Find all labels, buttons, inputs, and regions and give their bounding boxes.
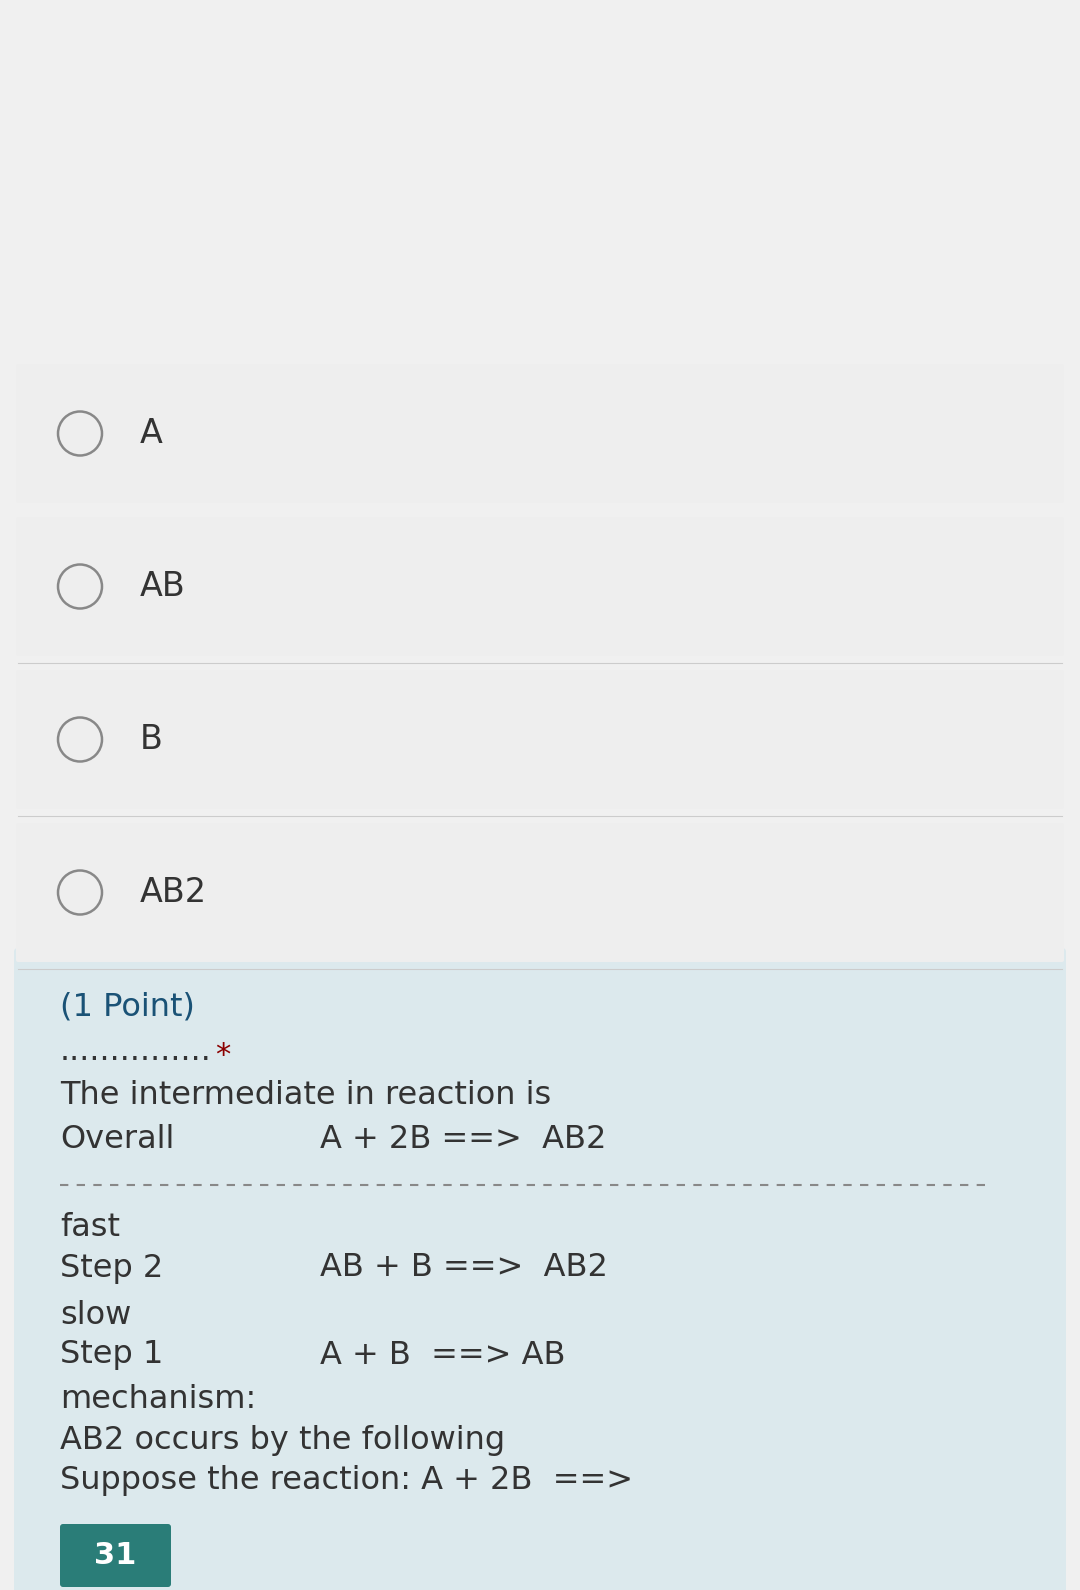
Text: A + B  ==> AB: A + B ==> AB bbox=[320, 1339, 566, 1371]
Text: Suppose the reaction: A + 2B  ==>: Suppose the reaction: A + 2B ==> bbox=[60, 1464, 633, 1496]
Text: 31: 31 bbox=[94, 1541, 137, 1569]
Text: Step 2: Step 2 bbox=[60, 1253, 163, 1283]
Text: Step 1: Step 1 bbox=[60, 1339, 163, 1371]
Text: mechanism:: mechanism: bbox=[60, 1385, 256, 1415]
FancyBboxPatch shape bbox=[60, 1523, 171, 1587]
Text: A: A bbox=[140, 417, 163, 450]
Text: slow: slow bbox=[60, 1299, 132, 1331]
Text: ...............: ............... bbox=[60, 1037, 212, 1067]
Text: fast: fast bbox=[60, 1213, 120, 1243]
FancyBboxPatch shape bbox=[16, 669, 1064, 809]
FancyBboxPatch shape bbox=[16, 517, 1064, 657]
Text: AB2: AB2 bbox=[140, 876, 207, 909]
Text: (1 Point): (1 Point) bbox=[60, 992, 194, 1022]
FancyBboxPatch shape bbox=[16, 824, 1064, 962]
Text: AB2 occurs by the following: AB2 occurs by the following bbox=[60, 1425, 505, 1455]
Text: The intermediate in reaction is: The intermediate in reaction is bbox=[60, 1080, 551, 1110]
Text: A + 2B ==>  AB2: A + 2B ==> AB2 bbox=[320, 1124, 607, 1156]
Text: Overall: Overall bbox=[60, 1124, 174, 1156]
Text: B: B bbox=[140, 723, 163, 755]
FancyBboxPatch shape bbox=[16, 364, 1064, 502]
Text: *: * bbox=[215, 1040, 230, 1070]
Text: AB + B ==>  AB2: AB + B ==> AB2 bbox=[320, 1253, 608, 1283]
FancyBboxPatch shape bbox=[14, 948, 1066, 1590]
Text: AB: AB bbox=[140, 569, 186, 603]
